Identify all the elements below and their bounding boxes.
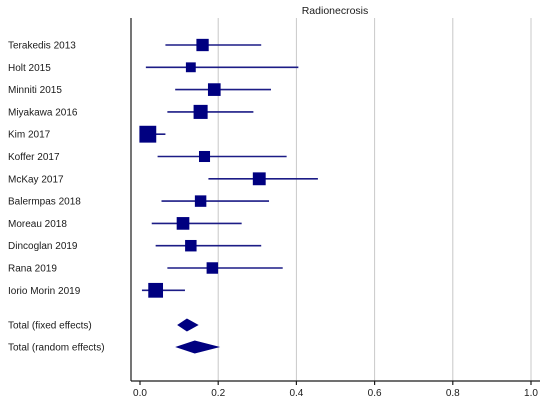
study-marker-4 bbox=[139, 125, 157, 143]
study-marker-6 bbox=[252, 172, 266, 186]
study-marker-0 bbox=[196, 38, 209, 52]
study-markers bbox=[139, 38, 318, 298]
grid-lines bbox=[217, 18, 532, 381]
x-tick-label-4: 0.8 bbox=[446, 388, 460, 399]
study-label-3: Miyakawa 2016 bbox=[8, 107, 78, 118]
study-label-10: Rana 2019 bbox=[8, 264, 57, 275]
study-marker-9 bbox=[185, 239, 197, 252]
study-marker-7 bbox=[194, 195, 207, 207]
study-marker-8 bbox=[176, 217, 190, 230]
study-label-4: Kim 2017 bbox=[8, 130, 51, 141]
x-tick-label-0: 0.0 bbox=[133, 388, 147, 399]
study-labels: Terakedis 2013 Holt 2015 Minniti 2015 Miyak… bbox=[8, 41, 105, 354]
x-tick-label-5: 1.0 bbox=[524, 388, 538, 399]
study-label-7: Balermpas 2018 bbox=[8, 197, 81, 208]
summary-label-1: Total (random effects) bbox=[8, 343, 105, 354]
study-marker-3 bbox=[193, 104, 208, 119]
axes bbox=[130, 18, 540, 382]
study-marker-5 bbox=[198, 150, 211, 163]
study-marker-11 bbox=[148, 282, 164, 298]
study-label-1: Holt 2015 bbox=[8, 63, 51, 74]
x-tick-label-1: 0.2 bbox=[211, 388, 225, 399]
chart-title: Radionecrosis bbox=[302, 5, 369, 17]
study-label-0: Terakedis 2013 bbox=[8, 41, 76, 52]
study-marker-10 bbox=[206, 262, 219, 274]
summary-diamonds bbox=[175, 318, 221, 354]
x-tick-labels: 0.0 0.2 0.4 0.6 0.8 1.0 bbox=[133, 381, 538, 399]
study-marker-2 bbox=[207, 83, 221, 96]
study-label-9: Dincoglan 2019 bbox=[8, 241, 78, 252]
study-label-5: Koffer 2017 bbox=[8, 152, 60, 163]
x-tick-label-3: 0.6 bbox=[368, 388, 382, 399]
study-marker-1 bbox=[185, 62, 196, 73]
summary-label-0: Total (fixed effects) bbox=[8, 321, 92, 332]
summary-diamond-1 bbox=[175, 340, 221, 354]
study-label-2: Minniti 2015 bbox=[8, 85, 62, 96]
study-label-8: Moreau 2018 bbox=[8, 219, 67, 230]
x-tick-label-2: 0.4 bbox=[289, 388, 303, 399]
study-label-6: McKay 2017 bbox=[8, 174, 64, 185]
study-label-11: Iorio Morin 2019 bbox=[8, 286, 81, 297]
summary-diamond-0 bbox=[177, 318, 199, 332]
